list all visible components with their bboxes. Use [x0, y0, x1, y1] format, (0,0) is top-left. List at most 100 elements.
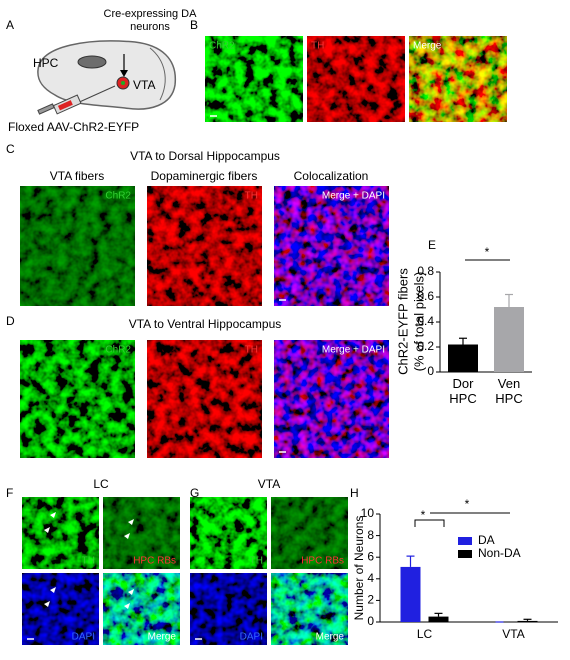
legend-label: DA: [478, 533, 495, 547]
y-axis-label: ChR2-EYFP fibers: [395, 268, 411, 375]
micrograph-signal: [103, 573, 180, 645]
significance-star: *: [465, 497, 470, 511]
bar: [494, 307, 524, 372]
arrowhead: [124, 533, 130, 539]
micrograph-signal: [147, 186, 262, 306]
y-tick-label: 0.8: [417, 264, 434, 278]
micrograph-signal: [190, 497, 267, 569]
panel-title: VTA: [258, 477, 280, 491]
y-tick-label: 10: [361, 506, 375, 520]
micrograph-signal: [190, 573, 267, 645]
image-label: Merge: [413, 41, 442, 52]
x-tick-label: LC: [417, 627, 433, 641]
micrograph-signal: [22, 573, 99, 645]
image-label: DAPI: [240, 632, 263, 643]
image-label: TH: [311, 41, 324, 52]
arrow-head: [120, 70, 128, 77]
legend-swatch: [458, 537, 472, 545]
significance-star: *: [485, 245, 490, 259]
panel-letter: C: [6, 142, 15, 156]
significance-bracket: [414, 519, 445, 527]
brain-fold: [149, 47, 166, 101]
micrograph-signal: [22, 497, 99, 569]
panel-title: VTA to Ventral Hippocampus: [129, 317, 282, 331]
y-tick-label: 8: [367, 528, 374, 542]
image-label: TH: [82, 556, 95, 567]
x-tick-label: VTA: [502, 627, 524, 641]
image-label: DAPI: [72, 632, 95, 643]
significance-star: *: [421, 508, 426, 522]
legend-label: Non-DA: [478, 546, 521, 560]
y-tick-label: 0: [427, 364, 434, 378]
image-label: Merge: [148, 632, 177, 643]
legend-swatch: [458, 550, 472, 558]
brain-outline: [37, 40, 176, 110]
panel-title: LC: [93, 477, 109, 491]
y-tick-label: 2: [367, 593, 374, 607]
y-tick-label: 0.6: [417, 289, 434, 303]
syringe-fluid: [57, 100, 73, 111]
hpc-shape: [77, 55, 107, 69]
micrograph-signal: [271, 573, 348, 645]
micrograph-signal: [20, 340, 135, 458]
image-label: TH: [245, 345, 258, 356]
image-label: HPC RBs: [301, 556, 344, 567]
micrograph-signal: [307, 36, 405, 122]
column-title: Colocalization: [294, 169, 369, 183]
virus-label: Floxed AAV-ChR2-EYFP: [8, 120, 139, 134]
micrograph-signal: [20, 186, 135, 306]
arrowhead: [44, 527, 50, 533]
bar: [517, 620, 538, 622]
needle: [74, 85, 116, 105]
micrograph-signal: [274, 186, 389, 306]
micrograph-signal: [271, 497, 348, 569]
arrowhead: [44, 601, 50, 607]
micrograph-signal: [409, 36, 507, 122]
brain-diagram: [37, 40, 176, 115]
micrograph-signal: [147, 340, 262, 458]
arrowhead: [128, 589, 134, 595]
y-axis-label: (% of total pixels): [411, 271, 427, 372]
image-label: ChR2: [105, 345, 131, 356]
image-label: ChR2: [209, 41, 235, 52]
panel-title: VTA to Dorsal Hippocampus: [130, 149, 280, 163]
arrowhead: [50, 587, 56, 593]
image-label: Merge: [316, 632, 345, 643]
vta-core: [121, 81, 125, 85]
panel-letter: H: [350, 486, 359, 500]
panel-letter: A: [6, 18, 14, 32]
column-title: VTA fibers: [50, 169, 104, 183]
panel-letter: E: [428, 238, 436, 252]
image-label: HPC RBs: [133, 556, 176, 567]
micrograph-signal: [205, 36, 303, 122]
cre-label: Cre-expressing DA neurons: [103, 8, 197, 33]
vta-label: VTA: [133, 78, 155, 92]
hpc-label: HPC: [33, 56, 59, 70]
bar: [448, 344, 478, 372]
y-tick-label: 0.4: [417, 314, 434, 328]
x-tick-label: Dor HPC: [449, 376, 477, 406]
panel-letter: G: [190, 486, 199, 500]
arrowhead: [124, 603, 130, 609]
x-tick-label: Ven HPC: [495, 376, 523, 406]
y-tick-label: 6: [367, 549, 374, 563]
plunger: [37, 103, 55, 115]
y-tick-label: 0.2: [417, 339, 434, 353]
micrograph-signal: [274, 340, 389, 458]
arrowhead: [128, 519, 134, 525]
arrowhead: [50, 512, 56, 518]
image-label: TH: [245, 191, 258, 202]
image-label: Merge + DAPI: [322, 345, 385, 356]
panel-letter: D: [6, 314, 15, 328]
panel-letter: F: [6, 486, 13, 500]
image-label: TH: [250, 556, 263, 567]
y-tick-label: 4: [367, 571, 374, 585]
image-label: ChR2: [105, 191, 131, 202]
image-label: Merge + DAPI: [322, 191, 385, 202]
y-tick-label: 0: [367, 614, 374, 628]
y-axis-label: Number of Neurons: [352, 516, 366, 621]
bar: [400, 566, 421, 622]
micrograph-signal: [103, 497, 180, 569]
